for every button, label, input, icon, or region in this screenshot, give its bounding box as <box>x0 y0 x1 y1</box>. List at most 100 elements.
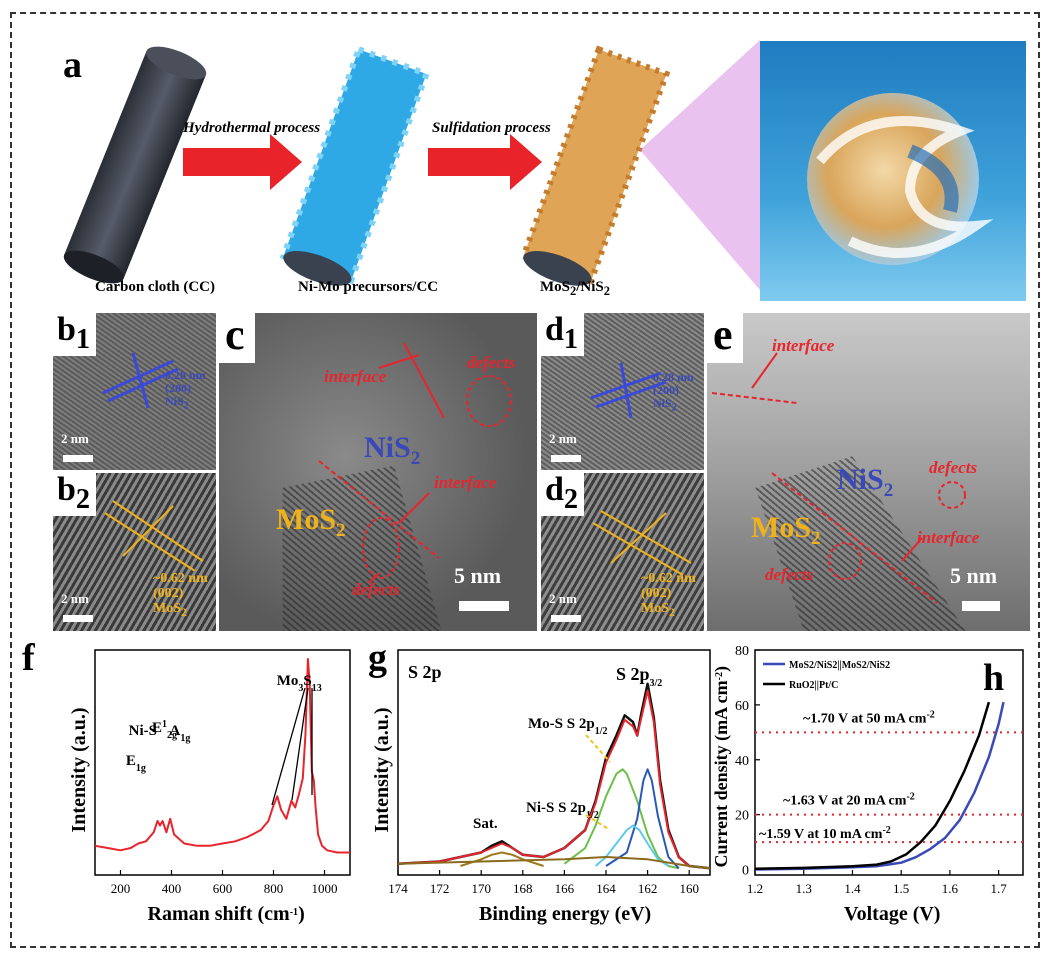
c-interface-label-mid: interface <box>434 473 497 492</box>
h-ytick-label: 60 <box>735 699 749 714</box>
e-defects-label-left: defects <box>765 565 814 584</box>
h-series-1 <box>754 701 991 870</box>
c-interface-label-top: interface <box>324 367 387 386</box>
f-ann-e1g: E1g <box>126 753 146 774</box>
h-legend-label-0: MoS2/NiS2||MoS2/NiS2 <box>789 660 890 671</box>
g-ann-pointer-mos <box>585 734 611 763</box>
c-nis2-label: NiS2 <box>364 431 421 469</box>
h-legend-label-1: RuO2||Pt/C <box>789 680 838 691</box>
g-series-mo-s-2p3-2 <box>605 768 680 869</box>
g-xtick-label: 168 <box>513 881 533 896</box>
f-ann-mo3s13: Mo3S13 <box>277 673 322 694</box>
e-nis2-label: NiS2 <box>837 463 894 501</box>
sulfidation-arrow <box>428 134 542 190</box>
h-xtick-label: 1.5 <box>893 881 909 896</box>
f-ann-e12g: E12g <box>152 719 177 741</box>
h-xtick-label: 1.6 <box>942 881 959 896</box>
tem-b2: ~0.62 nm (002) MoS2 2 nm b2 <box>53 473 216 631</box>
g-ylabel: Intensity (a.u.) <box>371 707 393 832</box>
f-xtick-label: 600 <box>213 881 233 896</box>
g-ann-s2p32: S 2p3/2 <box>616 664 662 689</box>
tem-b1: 0.28 nm (200) NiS2 2 nm b1 <box>53 313 216 470</box>
h-ytick-label: 0 <box>742 864 749 879</box>
f-ann-nis: Ni-S <box>129 723 157 739</box>
f-xlabel: Raman shift (cm-1) <box>148 903 305 925</box>
h-xtick-label: 1.2 <box>747 881 763 896</box>
panel-label-g: g <box>368 637 387 679</box>
g-ann-nis: Ni-S S 2p1/2 <box>526 800 599 821</box>
g-ann-pointer-nis <box>585 814 611 831</box>
g-xlabel: Binding energy (eV) <box>479 903 651 925</box>
g-axes-frame <box>397 649 711 876</box>
c-defects-label-bottom: defects <box>352 580 401 599</box>
h-ylabel: Current density (mA cm-2) <box>711 666 732 868</box>
f-ann-pointer-2 <box>291 687 309 801</box>
h-xtick-label: 1.3 <box>796 881 812 896</box>
panel-label-d1: d1 <box>541 313 585 357</box>
e-scale-label: 5 nm <box>950 563 998 588</box>
g-series-sat- <box>460 851 544 867</box>
hydrothermal-arrow <box>183 134 302 190</box>
h-ann-50: ~1.70 V at 50 mA cm-2 <box>803 709 935 727</box>
h-ytick-label: 20 <box>735 809 749 824</box>
f-raman-line <box>94 658 350 854</box>
f-ann-pointer-1 <box>271 687 306 806</box>
h-series-0 <box>754 701 1005 871</box>
arrow1-label: Hydrothermal process <box>183 120 321 136</box>
tem-d2: ~0.62 nm (002) MoS2 2 nm d2 <box>541 473 704 631</box>
tem-c: c interface defects interface defects Ni… <box>219 313 537 631</box>
d2-scale-label: 2 nm <box>549 591 577 606</box>
f-xtick-label: 200 <box>111 881 131 896</box>
arrow2-label: Sulfidation process <box>432 120 551 136</box>
f-xtick-label: 1000 <box>312 881 338 896</box>
h-ann-20: ~1.63 V at 20 mA cm-2 <box>783 791 915 809</box>
f-ylabel: Intensity (a.u.) <box>68 707 90 832</box>
panel-label-b1: b1 <box>53 313 97 357</box>
magnification-cone <box>640 40 760 290</box>
panel-label-f: f <box>22 637 36 679</box>
panel-label-d2: d2 <box>541 473 585 517</box>
caption-precursor: Ni-Mo precursors/CC <box>298 279 439 295</box>
g-xtick-label: 160 <box>679 881 699 896</box>
g-series-ni-s-2p1-2 <box>594 824 669 867</box>
e-interface-label-mid: interface <box>917 528 980 547</box>
carbon-cloth-cylinder <box>63 46 207 284</box>
d1-scale-label: 2 nm <box>549 431 577 446</box>
product-cylinder <box>519 45 671 286</box>
g-series-mo-s-2p1-2 <box>563 768 680 870</box>
e-defects-label-right: defects <box>929 458 978 477</box>
figure-frame <box>10 12 1040 948</box>
b1-scale-label: 2 nm <box>61 431 89 446</box>
g-xtick-label: 172 <box>430 881 450 896</box>
e-mos2-label: MoS2 <box>751 511 821 549</box>
g-xtick-label: 162 <box>638 881 658 896</box>
h-ytick-label: 80 <box>735 644 749 659</box>
panel-label-h: h <box>983 657 1004 699</box>
g-ann-sat: Sat. <box>473 816 498 832</box>
tem-e: e interface defects interface defects Ni… <box>707 313 1030 631</box>
g-ann-mos: Mo-S S 2p1/2 <box>528 716 607 737</box>
synthesis-schematic <box>63 40 760 290</box>
f-xtick-label: 400 <box>162 881 182 896</box>
h-ytick-label: 40 <box>735 754 749 769</box>
g-title: S 2p <box>408 662 442 682</box>
panel-label-e: e <box>707 313 743 363</box>
h-xtick-label: 1.7 <box>991 881 1008 896</box>
g-xtick-label: 174 <box>388 881 408 896</box>
b2-scale-label: 2 nm <box>61 591 89 606</box>
caption-carbon-cloth: Carbon cloth (CC) <box>95 279 215 295</box>
c-scale-label: 5 nm <box>454 563 502 588</box>
c-mos2-label: MoS2 <box>276 503 346 541</box>
g-series-background <box>397 856 711 870</box>
water-sphere-illustration <box>760 41 1026 301</box>
g-xtick-label: 170 <box>471 881 491 896</box>
h-ann-10: ~1.59 V at 10 mA cm-2 <box>759 825 891 843</box>
panel-label-c: c <box>219 313 255 363</box>
g-series-envelope <box>397 689 711 870</box>
h-axes-frame <box>754 649 1024 876</box>
caption-product: MoS2/NiS2 <box>540 279 611 298</box>
e-interface-label-top: interface <box>772 336 835 355</box>
panel-label-a: a <box>63 44 82 86</box>
c-defects-label-top: defects <box>467 353 516 372</box>
